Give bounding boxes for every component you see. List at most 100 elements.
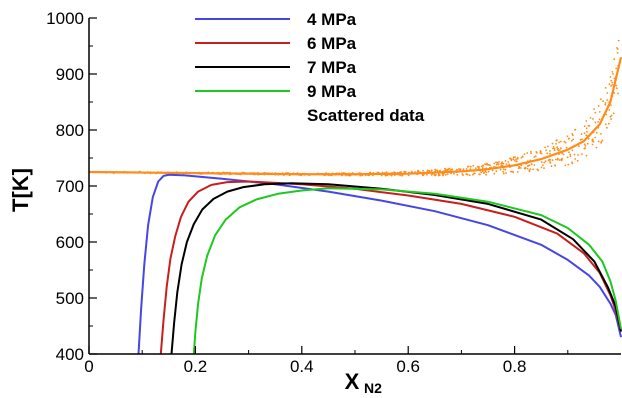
scatter-point (617, 39, 620, 42)
scatter-point (600, 133, 602, 135)
scatter-point (155, 172, 157, 175)
scatter-point (449, 171, 451, 174)
scatter-point (581, 138, 583, 141)
scatter-point (552, 147, 554, 150)
scatter-point (467, 165, 470, 168)
scatter-point (501, 164, 504, 167)
scatter-point (474, 169, 477, 172)
scatter-point (385, 171, 388, 174)
scatter-point (520, 164, 523, 167)
scatter-point (484, 170, 487, 173)
scatter-point (392, 173, 395, 176)
scatter-point (558, 153, 560, 156)
scatter-point (605, 113, 608, 116)
scatter-point (360, 173, 363, 176)
scatter-point (345, 174, 347, 177)
series-line-6-mpa (159, 180, 622, 355)
scatter-point (539, 150, 542, 153)
scatter-point (577, 154, 579, 156)
scatter-point (487, 170, 490, 173)
scatter-point (529, 168, 532, 171)
scatter-point (217, 171, 219, 174)
scatter-point (592, 118, 594, 120)
scatter-point (493, 165, 495, 168)
scatter-point (585, 154, 588, 157)
scatter-point (255, 172, 257, 175)
scatter-point (601, 139, 604, 142)
scatter-point (430, 169, 433, 172)
scatter-point (569, 153, 572, 156)
scatter-point (426, 171, 429, 174)
scatter-point (372, 174, 374, 177)
scatter-point (444, 168, 447, 171)
scatter-point (333, 173, 336, 175)
scatter-point (267, 172, 270, 175)
scatter-point (287, 172, 289, 175)
scatter-point (615, 84, 618, 87)
scatter-point (330, 173, 333, 176)
scatter-point (586, 135, 589, 138)
scatter-point (551, 142, 554, 145)
scatter-point (606, 99, 609, 101)
scatter-point (381, 171, 384, 174)
scatter-point (348, 172, 350, 175)
scatter-point (610, 85, 612, 87)
scatter-point (499, 168, 502, 171)
series-layer (137, 173, 622, 355)
scatter-point (308, 174, 310, 177)
scatter-point (472, 164, 475, 167)
scatter-point (558, 141, 560, 144)
scatter-point (443, 172, 445, 175)
scatter-point (419, 171, 422, 174)
scatter-point (462, 170, 464, 173)
scatter-point (383, 172, 386, 175)
scatter-point (568, 151, 570, 154)
axis-labels: X N2 T[K] (8, 168, 382, 396)
scatter-point (612, 73, 614, 75)
scatter-point (543, 167, 545, 170)
scatter-point (595, 131, 598, 134)
scatter-point (600, 141, 603, 144)
scatter-point (257, 173, 260, 176)
scatter-point (303, 172, 306, 175)
scatter-point (569, 155, 572, 158)
scatter-point (546, 152, 549, 155)
scatter-point (427, 170, 430, 172)
scatter-point (357, 173, 359, 176)
scatter-point (422, 169, 424, 172)
scatter-point (422, 173, 425, 176)
scatter-point (182, 172, 185, 175)
scatter-point (508, 163, 511, 166)
scatter-point (562, 153, 565, 156)
scatter-point (285, 172, 287, 174)
scatter-point (561, 157, 563, 160)
scatter-point (510, 158, 513, 160)
scatter-point (616, 47, 618, 49)
scatter-point (338, 172, 340, 175)
scatter-point (465, 168, 468, 170)
y-tick-label: 700 (56, 177, 84, 196)
scatter-point (138, 170, 141, 173)
scatter-point (520, 157, 523, 159)
scatter-point (394, 174, 396, 177)
scatter-point (380, 174, 383, 177)
scatter-point (502, 162, 505, 165)
scatter-point (89, 171, 92, 173)
scatter-point (530, 163, 533, 166)
scatter-point (597, 105, 600, 107)
scatter-point (446, 173, 449, 176)
scatter-point (491, 169, 494, 172)
scatter-point (560, 147, 562, 150)
scatter-point (146, 171, 149, 173)
scatter-point (185, 171, 188, 174)
scatter-point (209, 172, 212, 175)
scatter-point (245, 172, 247, 175)
scatter-point (437, 173, 440, 176)
scatter-point (386, 174, 389, 177)
scatter-point (462, 168, 465, 171)
x-tick-label: 0.8 (503, 357, 527, 376)
scatter-point (525, 162, 528, 165)
scatter-point (587, 125, 590, 127)
scatter-point (576, 144, 578, 146)
legend: 4 MPa 6 MPa 7 MPa 9 MPa Scattered data (195, 10, 425, 125)
